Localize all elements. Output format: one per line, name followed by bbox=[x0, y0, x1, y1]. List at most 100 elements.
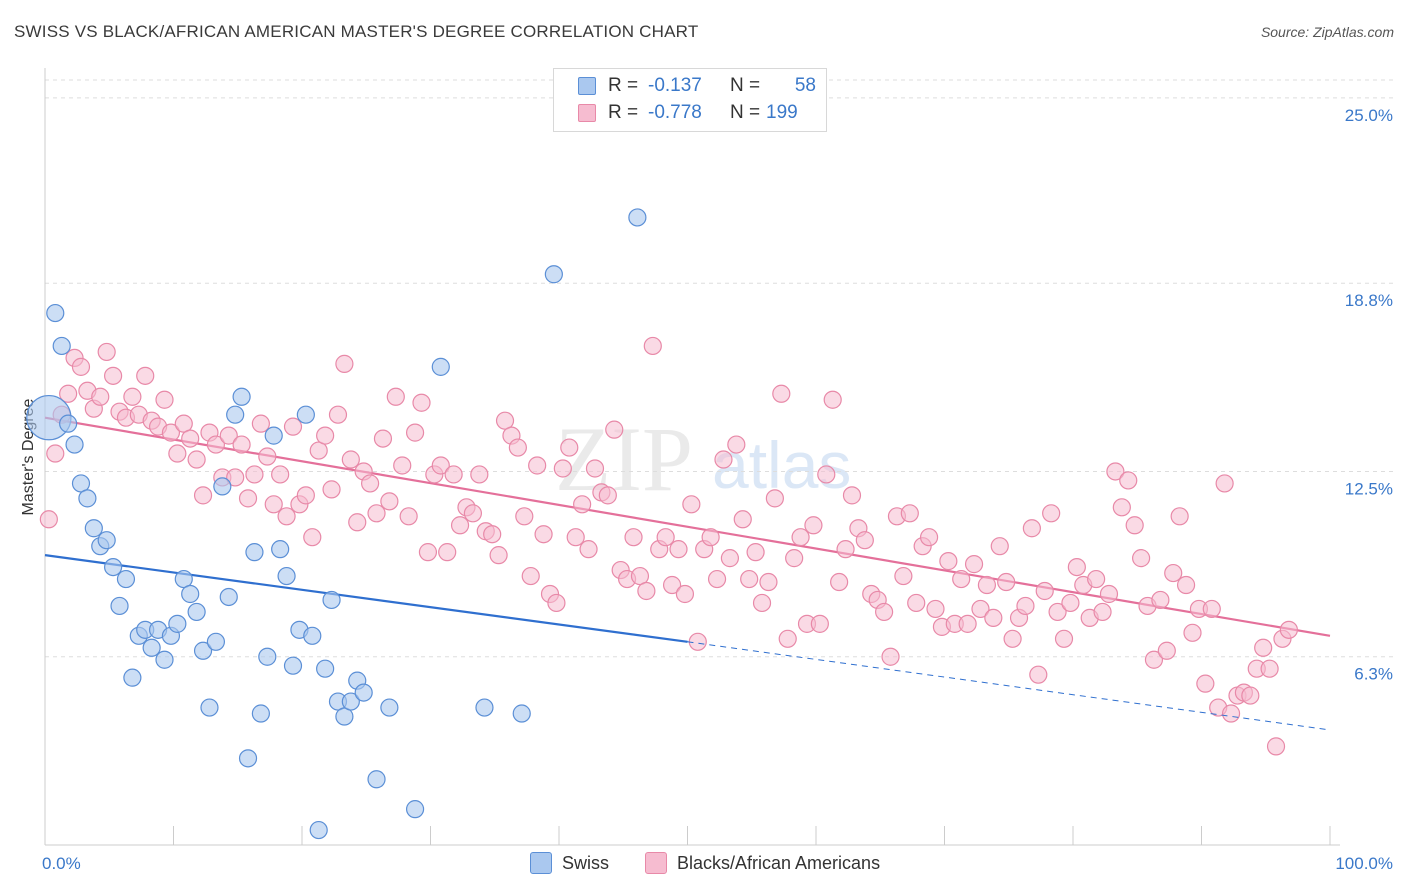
data-point-black bbox=[1061, 593, 1080, 613]
data-point-black bbox=[71, 357, 91, 376]
source-credit: Source: ZipAtlas.com bbox=[1260, 24, 1394, 40]
legend-swatch-black bbox=[578, 104, 596, 122]
data-point-black bbox=[1029, 665, 1048, 684]
legend-n-label-black: N = bbox=[730, 102, 761, 123]
data-point-swiss bbox=[52, 336, 71, 356]
data-point-black bbox=[123, 387, 142, 406]
legend-r-label-swiss: R = bbox=[608, 75, 639, 96]
data-point-black bbox=[1093, 602, 1112, 622]
data-point-black bbox=[316, 426, 335, 445]
watermark-zip: ZIP bbox=[555, 408, 693, 510]
data-point-swiss bbox=[187, 602, 206, 622]
data-point-black bbox=[907, 593, 926, 613]
data-point-swiss bbox=[110, 596, 129, 616]
y-tick-labels: 6.3% 12.5% 18.8% 25.0% bbox=[1345, 106, 1393, 684]
data-point-black bbox=[226, 468, 245, 487]
data-point-black bbox=[926, 599, 945, 619]
data-point-swiss bbox=[405, 800, 425, 819]
data-point-black bbox=[919, 528, 939, 547]
data-point-black bbox=[193, 486, 213, 505]
data-point-black bbox=[772, 384, 791, 403]
data-point-black bbox=[251, 414, 270, 433]
data-point-black bbox=[444, 465, 463, 484]
data-point-black bbox=[701, 528, 720, 547]
data-point-black bbox=[528, 456, 547, 475]
data-point-black bbox=[283, 417, 303, 436]
data-point-swiss bbox=[544, 265, 563, 284]
data-point-swiss bbox=[512, 704, 531, 723]
data-point-black bbox=[875, 602, 894, 622]
data-point-swiss bbox=[277, 566, 296, 586]
data-point-black bbox=[206, 435, 226, 454]
data-point-black bbox=[656, 528, 675, 547]
data-point-black bbox=[1254, 638, 1273, 657]
data-point-black bbox=[483, 525, 502, 544]
data-point-black bbox=[1022, 519, 1041, 538]
data-point-black bbox=[450, 516, 470, 535]
data-point-swiss bbox=[475, 698, 494, 717]
data-point-black bbox=[181, 429, 200, 448]
data-point-black bbox=[328, 405, 348, 424]
data-point-black bbox=[1202, 599, 1221, 619]
data-point-swiss bbox=[271, 540, 290, 559]
data-point-swiss bbox=[104, 557, 123, 577]
data-point-black bbox=[341, 450, 360, 469]
data-point-swiss bbox=[380, 698, 399, 717]
legend-n-value-black: 199 bbox=[766, 102, 798, 123]
data-point-black bbox=[553, 459, 572, 478]
data-point-swiss bbox=[431, 357, 450, 376]
data-point-black bbox=[1067, 557, 1086, 577]
data-point-black bbox=[534, 525, 553, 544]
data-point-black bbox=[373, 429, 393, 448]
y-tick-label: 25.0% bbox=[1345, 106, 1393, 125]
data-point-black bbox=[405, 423, 425, 442]
data-point-black bbox=[778, 629, 797, 648]
data-point-black bbox=[1260, 659, 1279, 678]
data-point-black bbox=[168, 444, 187, 463]
data-point-black bbox=[361, 474, 380, 493]
trend-line-swiss-solid bbox=[44, 554, 688, 643]
data-point-black bbox=[958, 614, 977, 633]
data-point-black bbox=[431, 456, 450, 475]
data-point-black bbox=[752, 593, 772, 613]
data-point-black bbox=[566, 528, 585, 547]
y-tick-label: 18.8% bbox=[1345, 291, 1393, 310]
data-point-black bbox=[855, 531, 874, 550]
data-point-black bbox=[303, 528, 322, 547]
data-point-black bbox=[605, 420, 624, 439]
data-point-black bbox=[271, 465, 290, 484]
data-point-swiss bbox=[258, 647, 277, 666]
data-point-black bbox=[1151, 590, 1170, 610]
legend-n-label-swiss: N = bbox=[730, 75, 761, 96]
data-point-swiss bbox=[296, 405, 315, 424]
legend-row-black: R = -0.778 N = 199 bbox=[578, 101, 806, 125]
y-tick-label: 12.5% bbox=[1345, 479, 1393, 498]
data-point-black bbox=[277, 507, 296, 526]
data-point-black bbox=[1241, 686, 1260, 705]
series-swiss-points bbox=[26, 208, 647, 840]
legend-r-label-black: R = bbox=[608, 102, 639, 123]
data-point-black bbox=[399, 507, 418, 526]
data-point-black bbox=[964, 555, 984, 574]
data-point-black bbox=[791, 528, 810, 547]
data-point-black bbox=[682, 495, 701, 514]
data-point-black bbox=[727, 435, 746, 454]
data-point-black bbox=[662, 575, 682, 595]
data-point-black bbox=[367, 504, 386, 523]
legend-r-value-black: -0.778 bbox=[648, 102, 702, 123]
data-point-black bbox=[810, 614, 829, 633]
data-point-black bbox=[984, 608, 1003, 627]
data-point-swiss bbox=[238, 749, 258, 768]
chart-title: SWISS VS BLACK/AFRICAN AMERICAN MASTER'S… bbox=[14, 22, 699, 41]
data-point-black bbox=[669, 540, 688, 559]
data-point-black bbox=[1106, 462, 1125, 481]
data-point-black bbox=[977, 575, 997, 595]
data-point-black bbox=[707, 569, 727, 589]
data-point-black bbox=[1048, 602, 1067, 622]
data-point-black bbox=[232, 435, 251, 454]
data-point-black bbox=[1279, 620, 1298, 639]
data-point-black bbox=[785, 549, 804, 568]
data-point-black bbox=[733, 510, 752, 529]
data-point-black bbox=[900, 504, 919, 523]
